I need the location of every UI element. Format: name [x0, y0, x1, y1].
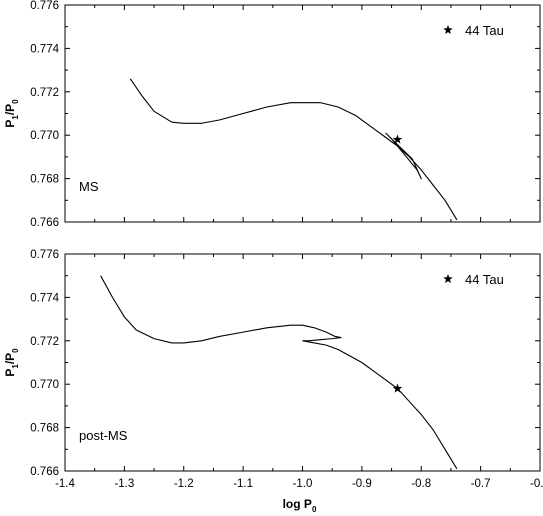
- panel-label: MS: [79, 179, 99, 194]
- x-tick-label: -0.9: [352, 478, 372, 490]
- x-tick-label: -0.7: [471, 478, 491, 490]
- legend-label: 44 Tau: [465, 23, 504, 38]
- x-tick-label: -1.2: [174, 478, 194, 490]
- y-tick-label: 0.776: [30, 0, 59, 12]
- x-tick-label: -1.1: [233, 478, 253, 490]
- legend-label: 44 Tau: [465, 272, 504, 287]
- panel-label: post-MS: [79, 428, 128, 443]
- y-tick-label: 0.774: [30, 292, 59, 304]
- x-tick-label: -1.4: [55, 478, 75, 490]
- legend-star-marker: [443, 25, 453, 35]
- y-axis-label: P1/P0: [3, 99, 20, 128]
- y-axis-label: P1/P0: [3, 348, 20, 377]
- y-tick-label: 0.770: [30, 379, 59, 391]
- y-tick-label: 0.772: [30, 87, 59, 99]
- data-point-star: [392, 383, 403, 393]
- x-tick-label: -0.6: [530, 478, 543, 490]
- y-tick-label: 0.766: [30, 466, 59, 478]
- y-tick-label: 0.768: [30, 174, 59, 186]
- series-line: [100, 275, 342, 344]
- legend-star-marker: [443, 274, 453, 284]
- x-tick-label: -1.3: [114, 478, 134, 490]
- series-line: [302, 340, 458, 470]
- y-tick-label: 0.768: [30, 423, 59, 435]
- x-tick-label: -0.8: [411, 478, 431, 490]
- x-tick-label: -1.0: [293, 478, 313, 490]
- y-tick-label: 0.774: [30, 43, 59, 55]
- y-tick-label: 0.770: [30, 130, 59, 142]
- data-point-star: [392, 134, 403, 144]
- chart-panel-1: 0.766 0.768 0.770 0.772 0.774 0.776 P1/P0 44 Ta…: [3, 0, 541, 229]
- y-tick-label: 0.772: [30, 336, 59, 348]
- series-line: [129, 78, 458, 221]
- x-axis-label: log P0: [283, 497, 317, 514]
- series-line: [385, 132, 422, 180]
- y-tick-label: 0.776: [30, 249, 59, 261]
- chart-panel-2: -1.4 -1.3 -1.2 -1.1 -1.0 -0.9 -0.8 -0.7 -0.6 0.76…: [3, 249, 543, 514]
- y-tick-label: 0.766: [30, 217, 59, 229]
